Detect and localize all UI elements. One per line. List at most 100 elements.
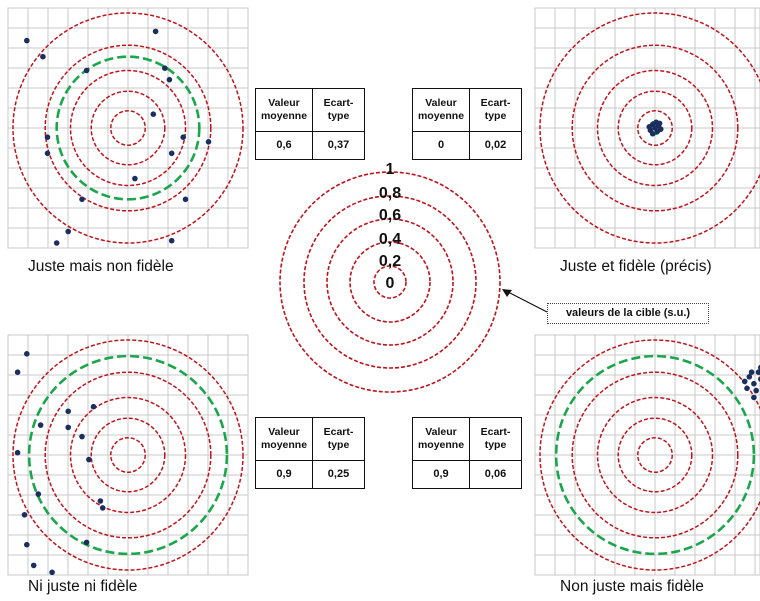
measurement-dot — [21, 512, 28, 518]
ring-value-label: 0,8 — [379, 185, 401, 202]
stddev-header: Ecart-type — [469, 417, 522, 461]
measurement-dot — [49, 569, 55, 575]
target-ring — [110, 110, 146, 146]
measurement-dot — [657, 126, 664, 132]
target-ring — [44, 44, 212, 212]
stddev-header: Ecart-type — [469, 88, 522, 132]
mean-ring — [27, 354, 229, 556]
measurement-dot — [53, 240, 60, 246]
stats-table-top-left: Valeur moyenne Ecart-type 0,6 0,37 — [255, 88, 365, 160]
target-panel-br — [534, 334, 760, 576]
stats-table-bottom-right: Valeur moyenne Ecart-type 0,9 0,06 — [412, 417, 522, 489]
reference-ring — [349, 241, 431, 323]
target-ring — [617, 90, 693, 166]
measurement-dot — [44, 134, 51, 140]
measurement-dot — [35, 491, 42, 497]
ring-value-label: 0 — [386, 275, 395, 292]
ring-value-label: 0,6 — [379, 207, 401, 224]
target-ring — [596, 396, 714, 514]
measurement-dot — [79, 196, 85, 203]
measurement-dot — [83, 67, 90, 74]
reference-ring — [373, 265, 407, 299]
measurement-dot — [65, 228, 71, 235]
measurement-dot — [150, 111, 157, 117]
measurement-dot — [649, 130, 656, 137]
target-panel-bl — [1, 334, 249, 592]
caption-top-right: Juste et fidèle (précis) — [560, 258, 712, 275]
target-panel-tl — [6, 7, 249, 272]
measurement-dot — [744, 385, 750, 392]
measurement-dot — [14, 369, 21, 376]
caption-top-left: Juste mais non fidèle — [28, 258, 174, 275]
ring-value-label: 1 — [386, 161, 395, 178]
mean-ring — [554, 354, 756, 556]
target-ring — [69, 396, 187, 514]
caption-bottom-left: Ni juste ni fidèle — [28, 578, 138, 595]
mean-value: 0 — [412, 131, 470, 160]
mean-ring — [55, 55, 201, 201]
measurement-dot — [97, 498, 104, 504]
measurement-dot — [646, 124, 653, 130]
measurement-dot — [86, 456, 92, 463]
target-ring — [617, 417, 693, 493]
target-ring — [571, 371, 739, 539]
reference-target: 0 0,2 0,4 0,6 0,8 1 — [279, 161, 501, 393]
measurement-dot — [205, 139, 212, 145]
stddev-value: 0,02 — [469, 131, 522, 160]
measurement-dot — [656, 120, 663, 127]
measurement-dot — [182, 196, 189, 203]
ring-value-label: 0,2 — [379, 253, 401, 270]
measurement-dot — [17, 586, 23, 592]
target-ring — [596, 69, 714, 187]
measurement-dot — [1, 434, 7, 440]
reference-ring — [279, 171, 501, 393]
measurement-dot — [755, 369, 760, 375]
measurement-dot — [24, 37, 30, 44]
measurement-dot — [751, 394, 757, 401]
measurement-dot — [748, 369, 755, 376]
reference-ring — [326, 218, 454, 346]
stddev-value: 0,37 — [312, 131, 365, 160]
measurement-dot — [99, 505, 106, 511]
stddev-value: 0,06 — [469, 460, 522, 489]
measurement-dot — [753, 387, 759, 394]
measurement-dot — [65, 424, 71, 431]
measurement-dot — [746, 374, 753, 380]
measurement-dot — [152, 28, 159, 35]
caption-bottom-right: Non juste mais fidèle — [560, 578, 704, 595]
target-panel-tr — [534, 7, 760, 249]
target-ring — [44, 371, 212, 539]
measurement-dot — [40, 53, 46, 60]
measurement-dot — [90, 403, 97, 410]
mean-header: Valeur moyenne — [255, 88, 313, 132]
measurement-dot — [168, 237, 175, 244]
reference-ring — [303, 195, 477, 369]
mean-value: 0,9 — [255, 460, 313, 489]
mean-header: Valeur moyenne — [412, 88, 470, 132]
target-ring — [69, 69, 187, 187]
target-ring — [110, 437, 146, 473]
measurement-dot — [132, 175, 138, 182]
target-ring — [637, 110, 673, 146]
ring-value-label: 0,4 — [379, 231, 401, 248]
measurement-dot — [166, 76, 173, 83]
mean-header: Valeur moyenne — [412, 417, 470, 461]
measurement-dot — [168, 150, 175, 157]
target-panels — [1, 7, 760, 592]
measurement-dot — [6, 266, 12, 272]
measurement-dot — [162, 65, 168, 71]
measurement-dot — [24, 351, 30, 357]
measurement-dot — [24, 541, 30, 548]
stddev-header: Ecart-type — [312, 88, 365, 132]
mean-value: 0,6 — [255, 131, 313, 160]
measurement-dot — [180, 134, 186, 140]
measurement-dot — [30, 562, 37, 569]
measurement-dot — [83, 539, 90, 546]
target-values-callout: valeurs de la cible (s.u.) — [547, 303, 709, 324]
target-ring — [637, 437, 673, 473]
measurement-dot — [79, 433, 85, 440]
stats-table-top-right: Valeur moyenne Ecart-type 0 0,02 — [412, 88, 522, 160]
mean-value: 0,9 — [412, 460, 470, 489]
measurement-dot — [652, 125, 658, 131]
